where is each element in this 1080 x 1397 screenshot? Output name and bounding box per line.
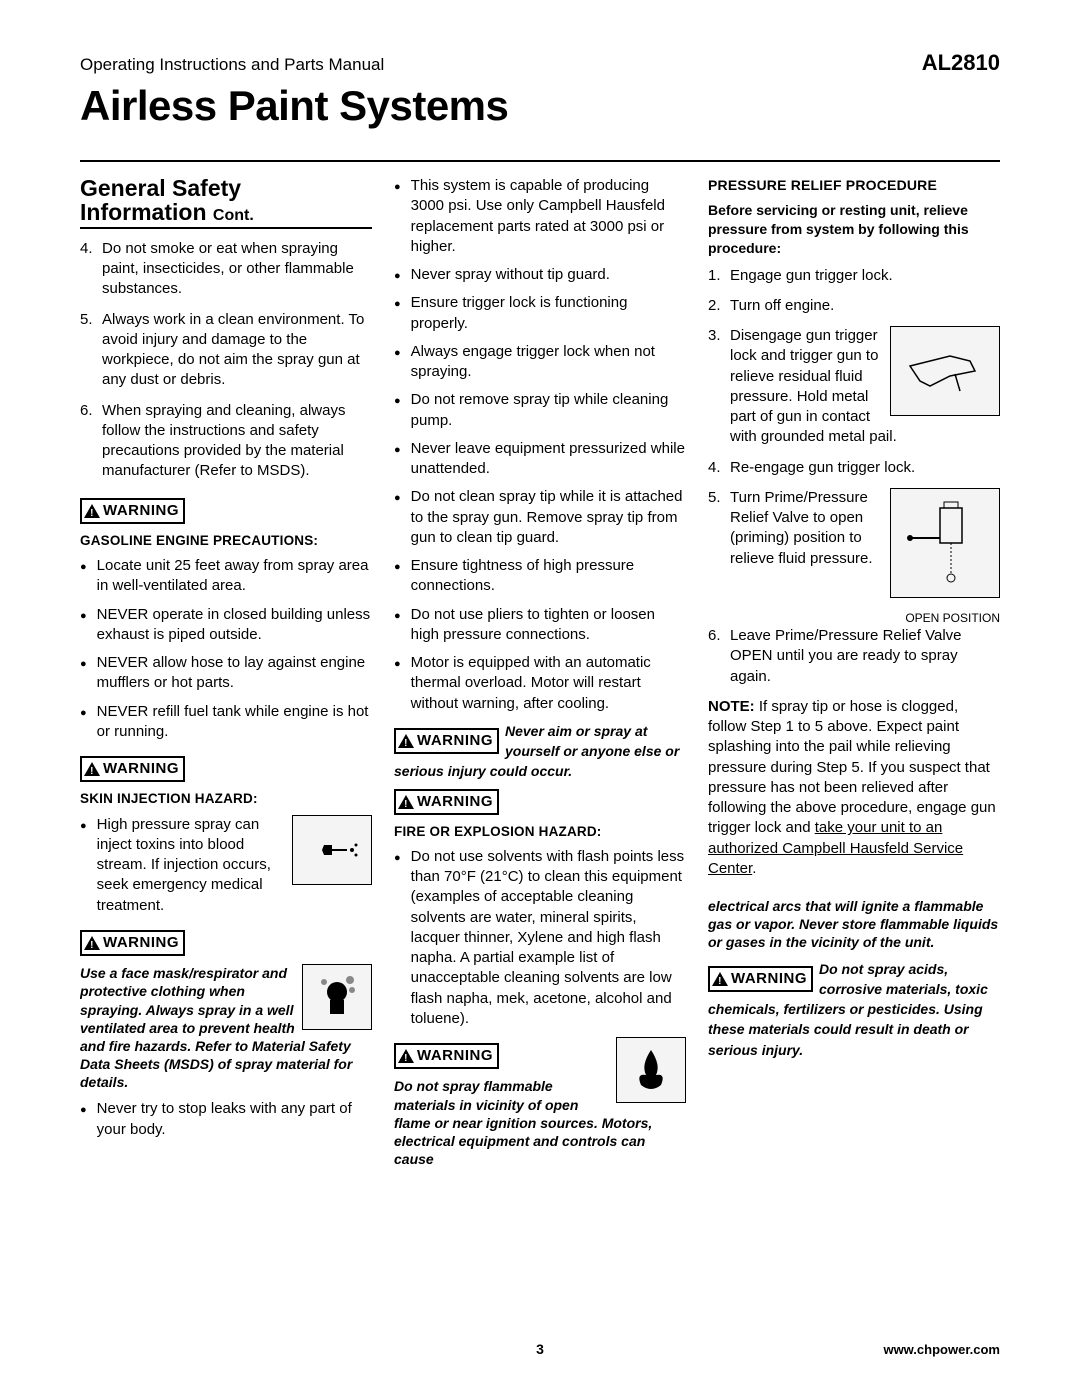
skin-subhead: SKIN INJECTION HAZARD: <box>80 790 372 808</box>
spray-gun-icon <box>900 336 990 406</box>
injection-illustration <box>292 815 372 885</box>
svg-text:!: ! <box>718 976 722 986</box>
list-item: Always engage trigger lock when not spra… <box>394 342 686 383</box>
list-item: Never spray without tip guard. <box>394 265 686 285</box>
svg-text:!: ! <box>90 766 94 776</box>
leak-list: Never try to stop leaks with any part of… <box>80 1099 372 1140</box>
list-item: 3. Disengage gun trigger lock and trigge… <box>708 326 1000 448</box>
prp-list: 1.Engage gun trigger lock. 2.Turn off en… <box>708 266 1000 600</box>
list-item: Do not use solvents with flash points le… <box>394 847 686 1029</box>
page-title: Airless Paint Systems <box>80 82 1000 130</box>
warning-triangle-icon: ! <box>84 762 100 776</box>
svg-text:!: ! <box>404 799 408 809</box>
header-row: Operating Instructions and Parts Manual … <box>80 50 1000 76</box>
gun-trigger-illustration <box>890 326 1000 416</box>
respirator-icon <box>312 972 362 1022</box>
warning-badge: ! WARNING <box>394 728 499 754</box>
fire-list: Do not use solvents with flash points le… <box>394 847 686 1029</box>
model-number: AL2810 <box>922 50 1000 76</box>
column-2: This system is capable of producing 3000… <box>394 176 686 1168</box>
arcs-text: electrical arcs that will ignite a flamm… <box>708 897 1000 952</box>
flame-icon <box>626 1045 676 1095</box>
fire-illustration <box>616 1037 686 1103</box>
warning-badge: ! WARNING <box>80 498 185 524</box>
prp-list-cont: 6.Leave Prime/Pressure Relief Valve OPEN… <box>708 626 1000 687</box>
column-3: PRESSURE RELIEF PROCEDURE Before servici… <box>708 176 1000 1168</box>
columns: General Safety Information Cont. 4.Do no… <box>80 176 1000 1168</box>
respirator-illustration <box>302 964 372 1030</box>
hand-spray-icon <box>302 825 362 875</box>
general-bullet-list: This system is capable of producing 3000… <box>394 176 686 714</box>
list-item: 6.Leave Prime/Pressure Relief Valve OPEN… <box>708 626 1000 687</box>
footer-url: www.chpower.com <box>883 1342 1000 1357</box>
list-item: 6.When spraying and cleaning, always fol… <box>80 401 372 482</box>
gasoline-subhead: GASOLINE ENGINE PRECAUTIONS: <box>80 532 372 550</box>
valve-icon <box>900 498 990 588</box>
warning-badge: ! WARNING <box>708 966 813 992</box>
numbered-list: 4.Do not smoke or eat when spraying pain… <box>80 239 372 482</box>
list-item: Ensure tightness of high pressure connec… <box>394 556 686 597</box>
gasoline-list: Locate unit 25 feet away from spray area… <box>80 556 372 742</box>
prp-intro: Before servicing or resting unit, reliev… <box>708 201 1000 258</box>
fire-subhead: FIRE OR EXPLOSION HAZARD: <box>394 823 686 841</box>
warning-badge: ! WARNING <box>80 930 185 956</box>
prp-note: NOTE: If spray tip or hose is clogged, f… <box>708 697 1000 879</box>
page-footer: 3 www.chpower.com <box>80 1342 1000 1357</box>
warning-triangle-icon: ! <box>84 936 100 950</box>
list-item: Do not remove spray tip while cleaning p… <box>394 390 686 431</box>
list-item: NEVER refill fuel tank while engine is h… <box>80 702 372 743</box>
list-item: 4.Do not smoke or eat when spraying pain… <box>80 239 372 300</box>
list-item: Do not clean spray tip while it is attac… <box>394 487 686 548</box>
column-1: General Safety Information Cont. 4.Do no… <box>80 176 372 1168</box>
list-item: NEVER allow hose to lay against engine m… <box>80 653 372 694</box>
list-item: Motor is equipped with an automatic ther… <box>394 653 686 714</box>
list-item: 4.Re-engage gun trigger lock. <box>708 458 1000 478</box>
list-item: High pressure spray can inject toxins in… <box>80 815 286 916</box>
warning-badge: ! WARNING <box>80 756 185 782</box>
warning-triangle-icon: ! <box>398 734 414 748</box>
list-item: This system is capable of producing 3000… <box>394 176 686 257</box>
open-position-label: OPEN POSITION <box>708 610 1000 626</box>
warning-triangle-icon: ! <box>84 504 100 518</box>
warning-badge: ! WARNING <box>394 789 499 815</box>
warning-triangle-icon: ! <box>398 1049 414 1063</box>
list-item: Never try to stop leaks with any part of… <box>80 1099 372 1140</box>
list-item: Do not use pliers to tighten or loosen h… <box>394 605 686 646</box>
section-heading: General Safety Information Cont. <box>80 176 372 229</box>
svg-text:!: ! <box>404 1053 408 1063</box>
page-number: 3 <box>536 1341 544 1357</box>
warning-triangle-icon: ! <box>398 795 414 809</box>
list-item: 5. Turn Prime/Pressure Relief Valve to o… <box>708 488 1000 600</box>
warning-badge: ! WARNING <box>394 1043 499 1069</box>
svg-text:!: ! <box>90 508 94 518</box>
header-left: Operating Instructions and Parts Manual <box>80 55 384 75</box>
svg-text:!: ! <box>90 940 94 950</box>
valve-illustration <box>890 488 1000 598</box>
list-item: 5.Always work in a clean environment. To… <box>80 310 372 391</box>
list-item: 1.Engage gun trigger lock. <box>708 266 1000 286</box>
prp-head: PRESSURE RELIEF PROCEDURE <box>708 176 1000 195</box>
svg-text:!: ! <box>404 738 408 748</box>
list-item: Never leave equipment pressurized while … <box>394 439 686 480</box>
list-item: NEVER operate in closed building unless … <box>80 605 372 646</box>
warning-triangle-icon: ! <box>712 972 728 986</box>
list-item: Locate unit 25 feet away from spray area… <box>80 556 372 597</box>
list-item: 2.Turn off engine. <box>708 296 1000 316</box>
divider <box>80 160 1000 162</box>
list-item: Ensure trigger lock is functioning prope… <box>394 293 686 334</box>
section-heading-cont: Cont. <box>213 207 254 224</box>
